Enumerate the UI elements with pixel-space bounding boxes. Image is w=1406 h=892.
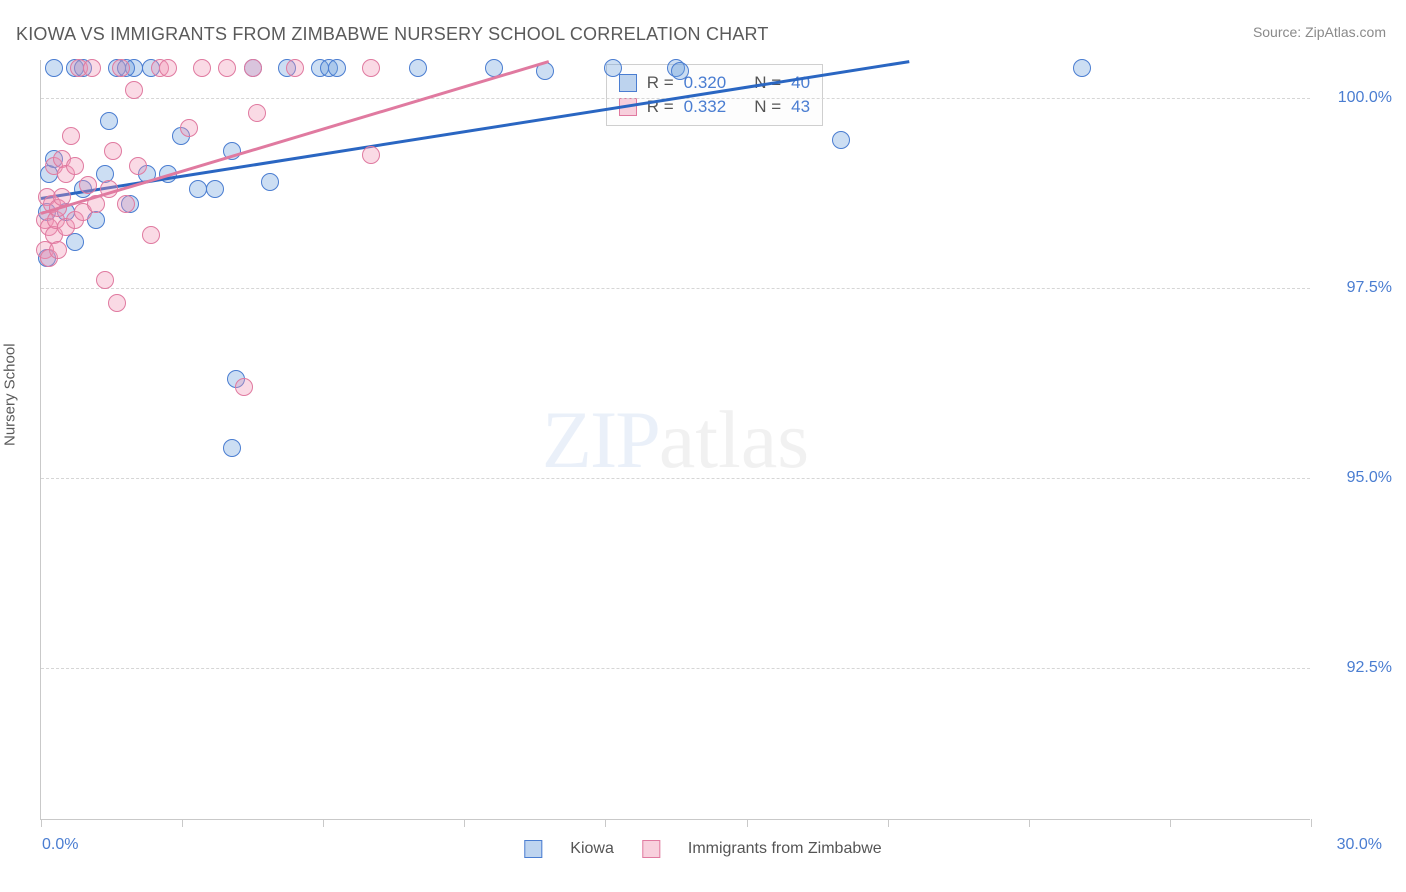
stats-swatch	[619, 74, 637, 92]
data-point	[362, 146, 380, 164]
data-point	[159, 59, 177, 77]
data-point	[83, 59, 101, 77]
y-axis-label: Nursery School	[2, 343, 19, 446]
data-point	[362, 59, 380, 77]
scatter-plot: ZIPatlas R =0.320N =40R =0.332N =43 92.5…	[40, 60, 1310, 820]
x-tick	[605, 819, 606, 827]
stats-n-value: 43	[791, 97, 810, 117]
data-point	[189, 180, 207, 198]
y-tick-label: 100.0%	[1338, 89, 1392, 107]
x-tick	[41, 819, 42, 827]
data-point	[125, 81, 143, 99]
data-point	[286, 59, 304, 77]
trend-line	[41, 60, 550, 215]
data-point	[218, 59, 236, 77]
x-tick	[1029, 819, 1030, 827]
source-label: Source: ZipAtlas.com	[1253, 24, 1386, 40]
legend: Kiowa Immigrants from Zimbabwe	[524, 840, 881, 858]
data-point	[328, 59, 346, 77]
data-point	[112, 59, 130, 77]
legend-swatch-kiowa	[524, 840, 542, 858]
data-point	[108, 294, 126, 312]
data-point	[1073, 59, 1091, 77]
data-point	[66, 233, 84, 251]
data-point	[129, 157, 147, 175]
data-point	[79, 176, 97, 194]
x-tick	[888, 819, 889, 827]
data-point	[45, 59, 63, 77]
x-tick	[323, 819, 324, 827]
data-point	[96, 271, 114, 289]
data-point	[193, 59, 211, 77]
data-point	[117, 195, 135, 213]
data-point	[244, 59, 262, 77]
data-point	[66, 157, 84, 175]
data-point	[832, 131, 850, 149]
chart-title: KIOWA VS IMMIGRANTS FROM ZIMBABWE NURSER…	[16, 24, 769, 45]
gridline	[41, 288, 1310, 289]
legend-label-kiowa: Kiowa	[570, 840, 614, 858]
data-point	[49, 241, 67, 259]
stats-box: R =0.320N =40R =0.332N =43	[606, 64, 823, 126]
stats-r-value: 0.332	[684, 97, 727, 117]
x-axis-min: 0.0%	[42, 836, 78, 854]
data-point	[604, 59, 622, 77]
gridline	[41, 668, 1310, 669]
data-point	[261, 173, 279, 191]
legend-label-zimbabwe: Immigrants from Zimbabwe	[688, 840, 882, 858]
x-tick	[464, 819, 465, 827]
watermark: ZIPatlas	[542, 393, 809, 487]
data-point	[206, 180, 224, 198]
x-tick	[1311, 819, 1312, 827]
data-point	[235, 378, 253, 396]
data-point	[142, 226, 160, 244]
x-tick	[747, 819, 748, 827]
gridline	[41, 478, 1310, 479]
stats-r-label: R =	[647, 73, 674, 93]
data-point	[671, 62, 689, 80]
x-axis-max: 30.0%	[1337, 836, 1382, 854]
stats-n-label: N =	[754, 97, 781, 117]
legend-swatch-zimbabwe	[642, 840, 660, 858]
y-tick-label: 95.0%	[1347, 469, 1392, 487]
data-point	[248, 104, 266, 122]
y-tick-label: 97.5%	[1347, 279, 1392, 297]
y-tick-label: 92.5%	[1347, 659, 1392, 677]
data-point	[100, 112, 118, 130]
data-point	[409, 59, 427, 77]
data-point	[223, 439, 241, 457]
data-point	[104, 142, 122, 160]
data-point	[62, 127, 80, 145]
x-tick	[1170, 819, 1171, 827]
x-tick	[182, 819, 183, 827]
data-point	[180, 119, 198, 137]
